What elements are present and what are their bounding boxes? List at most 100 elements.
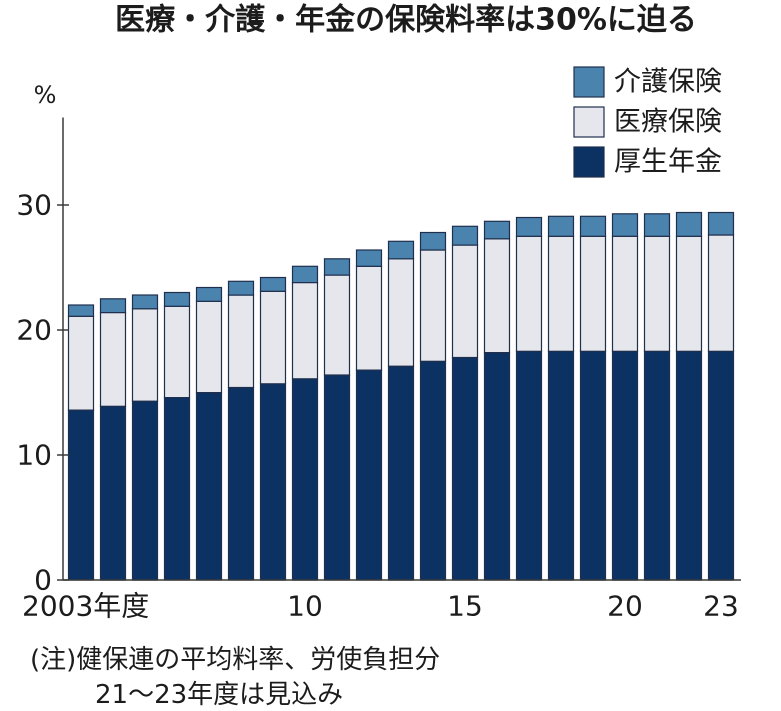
chart-title: 医療・介護・年金の保険料率は30%に迫る (115, 3, 697, 38)
x-tick-label-2010: 10 (287, 590, 323, 623)
bar-health-2016 (483, 238, 511, 354)
bar-health-2009 (259, 290, 287, 385)
stacked-bar-2006 (163, 291, 191, 581)
legend-item-care: 介護保険 (573, 66, 722, 98)
bar-care-2009 (259, 276, 287, 292)
stacked-bar-2003 (67, 304, 95, 581)
bar-pension-2007 (195, 391, 223, 581)
y-axis-unit-label: % (34, 81, 57, 109)
bar-care-2007 (195, 286, 223, 302)
stacked-bar-2015 (451, 225, 479, 581)
plot-area: 0 10 20 30 2003年度 10 15 20 23 (16, 117, 741, 623)
bar-care-2016 (483, 220, 511, 240)
stacked-bar-2014 (419, 231, 447, 581)
y-tick-label-30: 30 (16, 189, 52, 222)
stacked-bar-2018 (547, 215, 575, 581)
stacked-bar-2009 (259, 276, 287, 581)
bar-health-2010 (291, 281, 319, 380)
bar-care-2012 (355, 249, 383, 267)
legend-label-health: 医療保険 (614, 107, 722, 138)
bar-pension-2016 (483, 351, 511, 581)
bar-health-2006 (163, 305, 191, 399)
bar-pension-2015 (451, 356, 479, 581)
legend-label-pension: 厚生年金 (614, 147, 722, 178)
bar-health-2008 (227, 294, 255, 389)
bar-care-2013 (387, 240, 415, 260)
stacked-bar-2013 (387, 240, 415, 581)
bar-health-2020 (611, 235, 639, 352)
y-tick-label-0: 0 (34, 564, 52, 597)
legend-swatch-pension (573, 146, 605, 178)
x-tick-label-2020: 20 (607, 590, 643, 623)
bar-care-2008 (227, 280, 255, 296)
stacked-bar-2010 (291, 265, 319, 581)
bar-care-2003 (67, 304, 95, 317)
bar-pension-2021 (643, 350, 671, 581)
legend-item-pension: 厚生年金 (573, 146, 722, 178)
bar-pension-2011 (323, 374, 351, 581)
bar-health-2019 (579, 235, 607, 352)
bar-health-2015 (451, 244, 479, 359)
stacked-bar-2021 (643, 213, 671, 581)
bar-care-2015 (451, 225, 479, 246)
legend-swatch-health (573, 106, 605, 138)
stacked-bar-2005 (131, 294, 159, 581)
legend-swatch-care (573, 66, 605, 98)
bar-health-2023 (707, 234, 735, 352)
bar-pension-2022 (675, 350, 703, 581)
stacked-bar-2004 (99, 298, 127, 581)
bar-health-2013 (387, 258, 415, 367)
stacked-bar-2012 (355, 249, 383, 581)
footnote-line-1: (注)健保連の平均料率、労使負担分 (30, 645, 440, 675)
x-tick-label-2003: 2003年度 (22, 590, 149, 623)
bar-care-2022 (675, 211, 703, 237)
bar-pension-2003 (67, 409, 95, 581)
bar-care-2017 (515, 216, 543, 237)
x-tick-label-2015: 15 (447, 590, 483, 623)
stacked-bar-2011 (323, 258, 351, 581)
bar-pension-2006 (163, 396, 191, 581)
bar-pension-2023 (707, 350, 735, 581)
bar-care-2018 (547, 215, 575, 237)
bar-health-2021 (643, 235, 671, 352)
bar-pension-2017 (515, 350, 543, 581)
bar-care-2010 (291, 265, 319, 284)
bar-health-2007 (195, 300, 223, 394)
bar-care-2021 (643, 213, 671, 237)
bar-pension-2012 (355, 369, 383, 581)
y-tick-label-10: 10 (16, 439, 52, 472)
bar-care-2011 (323, 258, 351, 276)
stacked-bar-2007 (195, 286, 223, 581)
bar-pension-2019 (579, 350, 607, 581)
y-tick-label-20: 20 (16, 314, 52, 347)
stacked-bar-2019 (579, 215, 607, 581)
stacked-bar-2023 (707, 211, 735, 581)
bar-pension-2004 (99, 405, 127, 581)
bar-care-2019 (579, 215, 607, 237)
stacked-bar-2020 (611, 213, 639, 581)
bar-pension-2005 (131, 400, 159, 581)
x-tick-label-2023: 23 (703, 590, 739, 623)
bar-pension-2009 (259, 383, 287, 581)
stacked-bar-2022 (675, 211, 703, 581)
bar-care-2023 (707, 211, 735, 236)
legend-item-health: 医療保険 (573, 106, 722, 138)
bar-health-2017 (515, 235, 543, 352)
bar-health-2022 (675, 235, 703, 352)
bar-pension-2013 (387, 365, 415, 581)
bar-care-2014 (419, 231, 447, 251)
bar-health-2012 (355, 265, 383, 371)
bar-pension-2014 (419, 360, 447, 581)
bar-health-2014 (419, 249, 447, 362)
bars (67, 211, 735, 581)
bar-pension-2018 (547, 350, 575, 581)
stacked-bar-2008 (227, 280, 255, 581)
bar-health-2005 (131, 308, 159, 402)
footnote-line-2: 21～23年度は見込み (95, 680, 343, 710)
bar-pension-2008 (227, 386, 255, 581)
bar-pension-2010 (291, 378, 319, 581)
bar-care-2005 (131, 294, 159, 310)
bar-care-2006 (163, 291, 191, 307)
legend: 介護保険 医療保険 厚生年金 (573, 66, 722, 178)
